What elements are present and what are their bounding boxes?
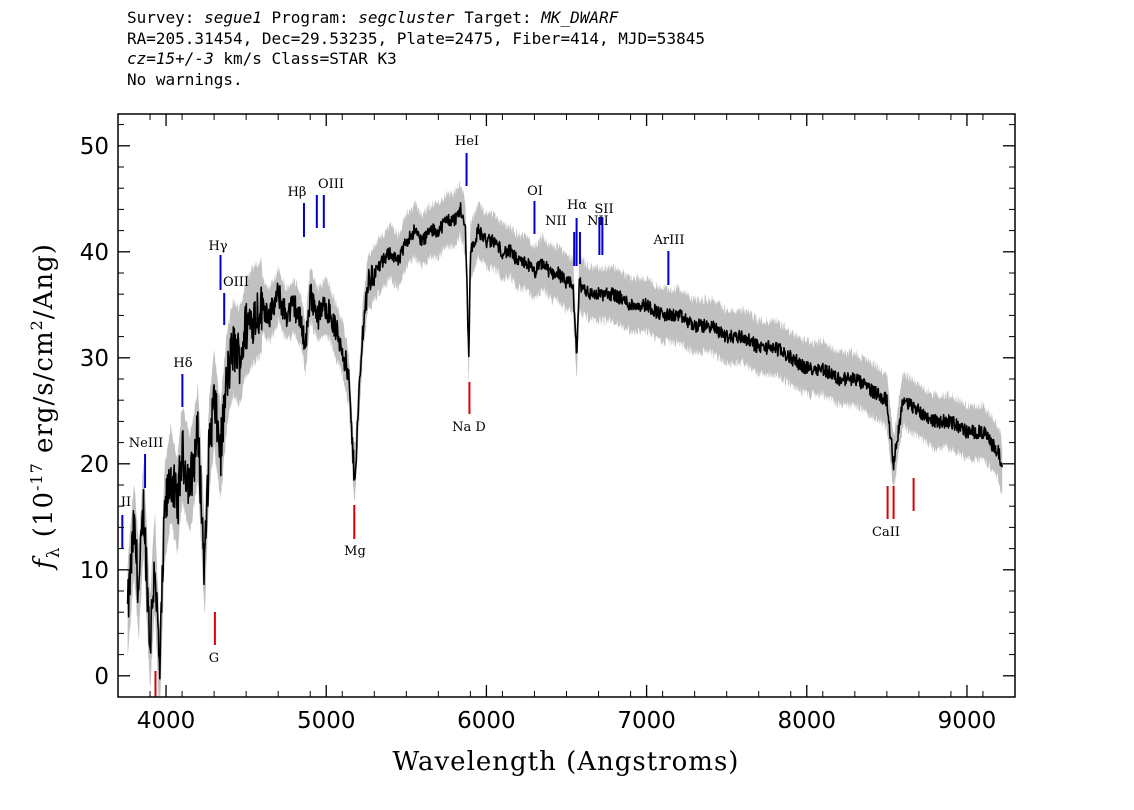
flux-layer [126,202,1003,680]
target-label: Target: [464,8,532,27]
emission-line-label: NII [587,214,609,229]
absorption-line-label: Mg [344,544,366,559]
x-tick-label: 7000 [617,708,676,734]
emission-line-label: Hα [567,198,587,213]
redshift-value: cz=15+/-3 [127,49,214,68]
error-band [127,180,1003,697]
target-value: MK_DWARF [541,8,619,27]
y-tick-label: 0 [94,664,109,690]
program-value: segcluster [358,8,455,27]
y-tick-label: 30 [80,346,109,372]
emission-line-label: OI [527,184,543,199]
emission-line-label: Hδ [173,356,192,371]
x-tick-label: 9000 [938,708,997,734]
error-band-layer [127,180,1003,697]
y-tick-label: 20 [80,452,109,478]
x-axis-title: Wavelength (Angstroms) [393,747,740,777]
spectrum-header: Survey: segue1 Program: segcluster Targe… [127,8,705,90]
class-line: km/s Class=STAR K3 [213,49,397,68]
emission-line-label: NII [545,214,567,229]
absorption-line-label: Na D [452,420,486,435]
emission-line-label: OIII [318,177,344,192]
coordinates-line: RA=205.31454, Dec=29.53235, Plate=2475, … [127,28,705,48]
svg-text:fλ (10-17 erg/s/cm2/Ang): fλ (10-17 erg/s/cm2/Ang) [27,243,64,571]
y-axis-title: fλ (10-17 erg/s/cm2/Ang) [27,243,64,571]
x-tick-label: 6000 [457,708,516,734]
y-tick-label: 50 [80,134,109,160]
emission-line-label: SII [594,202,613,217]
x-tick-label: 8000 [777,708,836,734]
absorption-line-label: G [209,651,219,666]
emission-line-label: II [121,495,131,510]
ticks-layer: 4000 5000 6000 7000 8000 9000 0 10 20 30 40 50 [80,114,1016,734]
y-tick-label: 40 [80,240,109,266]
emission-line-label: Hβ [288,185,307,200]
program-label: Program: [271,8,349,27]
warnings-line: No warnings. [127,69,243,89]
emission-line-label: NeIII [129,436,163,451]
absorption-line-label: CaII [872,525,900,540]
emission-line-label: ArIII [652,233,684,248]
emission-line-label: Hγ [208,239,227,254]
flux-series-line [126,202,1003,680]
x-tick-label: 5000 [297,708,356,734]
survey-value: segue1 [204,8,262,27]
emission-line-label: OIII [223,275,249,290]
spectral-lines-layer: IINeIIIHδHγOIIIHβOIIIHeIOINIIHαNIISIIArI… [121,134,915,697]
survey-label: Survey: [127,8,195,27]
y-tick-label: 10 [80,558,109,584]
x-tick-label: 4000 [137,708,196,734]
emission-line-label: HeI [455,134,479,149]
